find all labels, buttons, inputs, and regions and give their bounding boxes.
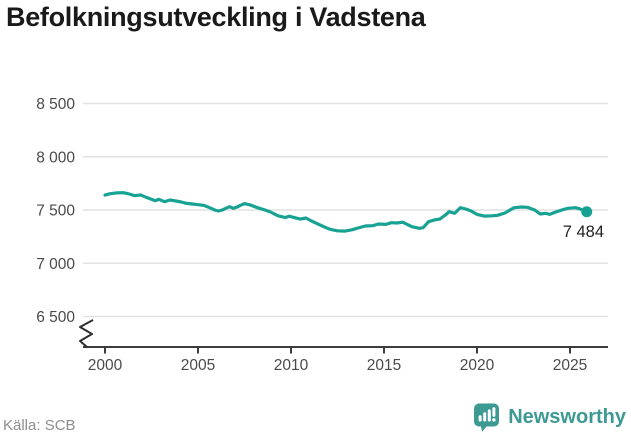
newsworthy-bubble-chart-icon [474, 403, 500, 432]
axis-break [79, 319, 94, 348]
exclamation-bar [492, 407, 496, 417]
newsworthy-logo[interactable]: Newsworthy [473, 402, 626, 432]
source-label: Källa: SCB [3, 417, 76, 434]
mini-bar-chart-glyph [478, 407, 496, 422]
last-point-dot [581, 206, 593, 218]
speech-bubble-shape [474, 403, 500, 432]
y-tick-label: 8 500 [36, 96, 75, 113]
x-tick-label: 2015 [367, 357, 401, 374]
x-tick-label: 2010 [274, 357, 309, 374]
x-tick-label: 2025 [553, 357, 587, 374]
exclamation-dot [492, 418, 496, 422]
y-tick-label: 7 500 [36, 203, 75, 220]
page-title: Befolkningsutveckling i Vadstena [6, 2, 426, 32]
newsworthy-wordmark: Newsworthy [508, 405, 626, 428]
x-tick-label: 2020 [460, 357, 495, 374]
y-tick-label: 8 000 [36, 149, 75, 166]
population-line [103, 191, 589, 233]
x-tick-label: 2000 [88, 357, 123, 374]
y-tick-label: 7 000 [36, 256, 75, 273]
y-tick-label: 6 500 [36, 309, 75, 326]
last-value-label: 7 484 [563, 223, 604, 241]
x-tick-label: 2005 [181, 357, 215, 374]
